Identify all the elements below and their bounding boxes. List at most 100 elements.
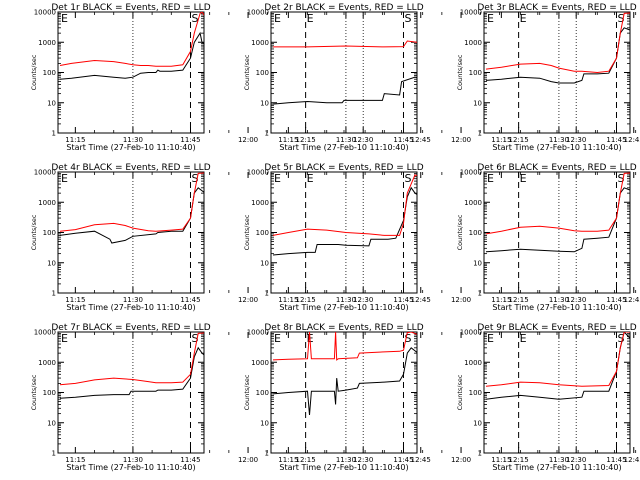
y-tick-label: 1000 [38, 359, 56, 367]
plot-frame [483, 11, 631, 134]
interval-marker-s: S [191, 332, 198, 345]
x-tick-label: 11:45 [393, 136, 413, 144]
y-tick-label: 1000 [464, 39, 482, 47]
y-axis-label: Counts/sec [30, 54, 38, 90]
y-tick-label: 100 [43, 69, 56, 77]
x-tick-label: 11:45 [180, 136, 200, 144]
x-tick-label: 12:30 [353, 296, 373, 304]
y-tick-label: 100 [256, 229, 269, 237]
y-axis-label: Counts/sec [456, 374, 464, 410]
interval-marker-e: E [487, 332, 494, 345]
x-tick-label: 12:30 [566, 136, 586, 144]
series-line-events [272, 347, 417, 416]
panel-title: Det 7r BLACK = Events, RED = LLD [51, 323, 210, 333]
x-axis-label: Start Time (27-Feb-10 11:10:40) [492, 303, 621, 312]
x-axis-label: Start Time (27-Feb-10 11:10:40) [66, 143, 195, 152]
interval-marker-s: S [191, 172, 198, 185]
x-tick-label: 12:15 [509, 136, 529, 144]
interval-marker-e: E [61, 332, 68, 345]
x-tick-label: 12:45 [411, 456, 431, 464]
plot-frame [270, 11, 418, 134]
plot-frame [57, 331, 205, 454]
x-tick-label: 11:30 [549, 296, 569, 304]
interval-marker-e: E [61, 172, 68, 185]
y-tick-label: 1000 [464, 359, 482, 367]
y-tick-label: 10000 [460, 329, 482, 337]
y-tick-label: 100 [43, 389, 56, 397]
y-tick-label: 1000 [251, 39, 269, 47]
y-tick-label: 100 [256, 69, 269, 77]
y-axis-label: Counts/sec [243, 214, 251, 250]
interval-marker-e: E [487, 172, 494, 185]
x-tick-label: 11:30 [549, 456, 569, 464]
x-axis-label: Start Time (27-Feb-10 11:10:40) [279, 303, 408, 312]
x-tick-label: 12:00 [451, 136, 471, 144]
series-line-events [59, 31, 204, 80]
y-tick-label: 1000 [38, 199, 56, 207]
x-axis-label: Start Time (27-Feb-10 11:10:40) [492, 463, 621, 472]
y-tick-label: 1 [478, 130, 482, 138]
series-line-lld [485, 12, 630, 74]
x-axis-label: Start Time (27-Feb-10 11:10:40) [492, 143, 621, 152]
x-tick-label: 12:45 [624, 296, 640, 304]
series-line-lld [272, 174, 417, 236]
x-tick-label: 12:45 [624, 456, 640, 464]
y-tick-label: 100 [256, 389, 269, 397]
y-tick-label: 10000 [34, 329, 56, 337]
series-line-lld [59, 172, 204, 232]
panel-title: Det 5r BLACK = Events, RED = LLD [264, 163, 423, 173]
y-tick-label: 10 [47, 259, 56, 267]
panel-title: Det 9r BLACK = Events, RED = LLD [477, 323, 636, 333]
series-line-lld [59, 12, 204, 67]
interval-marker-s: S [617, 12, 624, 25]
y-tick-label: 10 [260, 99, 269, 107]
y-tick-label: 1 [265, 290, 269, 298]
x-tick-label: 12:30 [353, 456, 373, 464]
y-tick-label: 10000 [460, 169, 482, 177]
interval-marker-e: E [520, 172, 527, 185]
x-tick-label: 11:45 [393, 296, 413, 304]
interval-marker-s: S [617, 172, 624, 185]
series-line-lld [59, 332, 204, 386]
y-tick-label: 1000 [251, 199, 269, 207]
series-line-lld [485, 332, 630, 387]
y-tick-label: 10000 [34, 9, 56, 17]
x-tick-label: 11:30 [336, 136, 356, 144]
series-line-events [485, 187, 630, 253]
y-tick-label: 1000 [464, 199, 482, 207]
y-tick-label: 1 [52, 290, 56, 298]
x-tick-label: 11:45 [393, 456, 413, 464]
x-tick-label: 12:45 [411, 136, 431, 144]
y-tick-label: 1 [52, 450, 56, 458]
x-tick-label: 11:30 [123, 296, 143, 304]
y-tick-label: 1 [265, 450, 269, 458]
interval-marker-e: E [307, 12, 314, 25]
interval-marker-s: S [404, 12, 411, 25]
y-tick-label: 10 [260, 419, 269, 427]
series-line-events [272, 186, 417, 256]
x-tick-label: 12:30 [353, 136, 373, 144]
y-tick-label: 10 [47, 99, 56, 107]
interval-marker-e: E [487, 12, 494, 25]
x-tick-label: 12:00 [451, 456, 471, 464]
plot-frame [57, 11, 205, 134]
y-tick-label: 10 [473, 99, 482, 107]
series-line-lld [273, 40, 417, 48]
y-axis-label: Counts/sec [243, 374, 251, 410]
x-axis-label: Start Time (27-Feb-10 11:10:40) [66, 463, 195, 472]
x-tick-label: 11:15 [278, 456, 298, 464]
y-tick-label: 10000 [247, 169, 269, 177]
interval-marker-s: S [404, 332, 411, 345]
y-tick-label: 100 [43, 229, 56, 237]
x-tick-label: 12:15 [296, 296, 316, 304]
y-tick-label: 10000 [460, 9, 482, 17]
x-tick-label: 11:15 [278, 136, 298, 144]
series-line-events [59, 346, 204, 399]
interval-marker-e: E [274, 12, 281, 25]
interval-marker-e: E [520, 12, 527, 25]
x-tick-label: 12:45 [411, 296, 431, 304]
x-tick-label: 11:45 [606, 456, 626, 464]
x-tick-label: 11:15 [278, 296, 298, 304]
series-line-lld [485, 172, 630, 235]
